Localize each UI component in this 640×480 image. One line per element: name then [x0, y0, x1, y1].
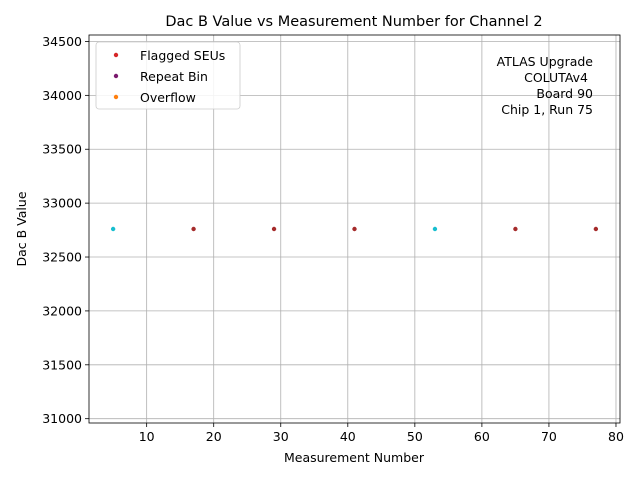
data-point [593, 226, 599, 232]
x-tick-label: 40 [340, 429, 356, 444]
legend-box [95, 41, 241, 110]
data-point [271, 226, 277, 232]
x-tick-label: 20 [206, 429, 222, 444]
data-point [432, 226, 438, 232]
y-tick-label: 31000 [42, 411, 82, 426]
legend-label-flagged-seus: Flagged SEUs [140, 48, 225, 63]
y-tick-label: 32000 [42, 303, 82, 318]
legend: Flagged SEUs Repeat Bin Overflow [95, 41, 241, 110]
data-point [513, 226, 518, 232]
x-axis-label: Measurement Number [284, 450, 425, 465]
x-tick-label: 60 [474, 429, 490, 444]
annotation: ATLAS Upgrade COLUTAv4 Board 90 Chip 1, … [497, 54, 594, 117]
legend-marker-flagged-seus [113, 52, 119, 58]
legend-marker-repeat-bin [113, 73, 119, 79]
y-tick-label: 33500 [42, 142, 82, 157]
y-tick-label: 31500 [42, 357, 82, 372]
legend-label-overflow: Overflow [140, 90, 196, 105]
y-tick-label: 34000 [42, 88, 82, 103]
legend-marker-overflow [113, 94, 119, 100]
y-axis-label: Dac B Value [14, 191, 29, 266]
x-tick-label: 80 [608, 429, 624, 444]
annotation-line-3: Board 90 [536, 86, 593, 101]
x-tick-label: 10 [139, 429, 155, 444]
x-tick-label: 50 [407, 429, 423, 444]
y-tick-label: 34500 [42, 34, 82, 49]
chart-title: Dac B Value vs Measurement Number for Ch… [165, 14, 542, 30]
legend-label-repeat-bin: Repeat Bin [140, 69, 208, 84]
data-point [352, 226, 357, 232]
data-point [110, 226, 116, 232]
axis-ticks: 10 20 30 40 50 60 70 80 31000 31500 32000 32500 3300… [42, 34, 624, 444]
y-tick-label: 33000 [42, 196, 82, 211]
annotation-line-1: ATLAS Upgrade [497, 54, 594, 69]
x-tick-label: 70 [541, 429, 557, 444]
data-point [191, 226, 196, 232]
annotation-line-4: Chip 1, Run 75 [501, 102, 593, 117]
grid-lines [89, 35, 620, 423]
y-tick-label: 32500 [42, 250, 82, 265]
data-points [110, 226, 599, 232]
annotation-line-2: COLUTAv4 [524, 70, 588, 85]
x-tick-label: 30 [273, 429, 289, 444]
plot-frame [88, 34, 621, 424]
